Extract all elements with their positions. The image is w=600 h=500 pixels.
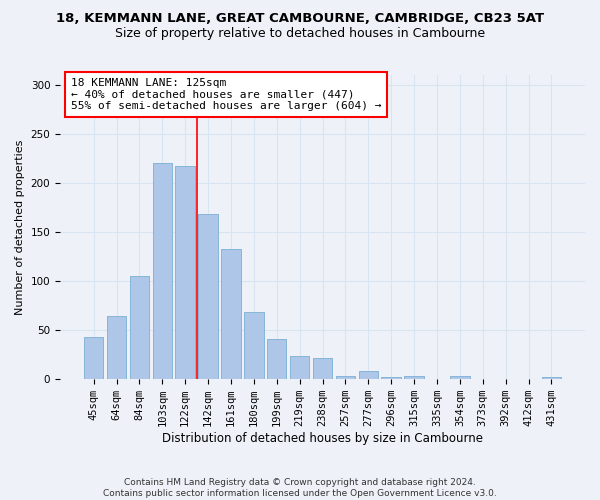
- Bar: [221, 248, 241, 379]
- Bar: [335, 376, 355, 379]
- Bar: [359, 372, 378, 379]
- Bar: [290, 356, 310, 379]
- Bar: [267, 339, 286, 379]
- Bar: [175, 166, 195, 379]
- Bar: [107, 316, 126, 379]
- Text: Contains HM Land Registry data © Crown copyright and database right 2024.
Contai: Contains HM Land Registry data © Crown c…: [103, 478, 497, 498]
- Text: 18, KEMMANN LANE, GREAT CAMBOURNE, CAMBRIDGE, CB23 5AT: 18, KEMMANN LANE, GREAT CAMBOURNE, CAMBR…: [56, 12, 544, 26]
- Bar: [244, 312, 263, 379]
- Bar: [313, 358, 332, 379]
- Bar: [542, 378, 561, 379]
- X-axis label: Distribution of detached houses by size in Cambourne: Distribution of detached houses by size …: [162, 432, 483, 445]
- Bar: [84, 337, 103, 379]
- Bar: [199, 214, 218, 379]
- Y-axis label: Number of detached properties: Number of detached properties: [15, 140, 25, 315]
- Bar: [382, 378, 401, 379]
- Bar: [404, 376, 424, 379]
- Bar: [152, 164, 172, 379]
- Text: Size of property relative to detached houses in Cambourne: Size of property relative to detached ho…: [115, 28, 485, 40]
- Bar: [130, 276, 149, 379]
- Bar: [450, 376, 470, 379]
- Text: 18 KEMMANN LANE: 125sqm
← 40% of detached houses are smaller (447)
55% of semi-d: 18 KEMMANN LANE: 125sqm ← 40% of detache…: [71, 78, 381, 111]
